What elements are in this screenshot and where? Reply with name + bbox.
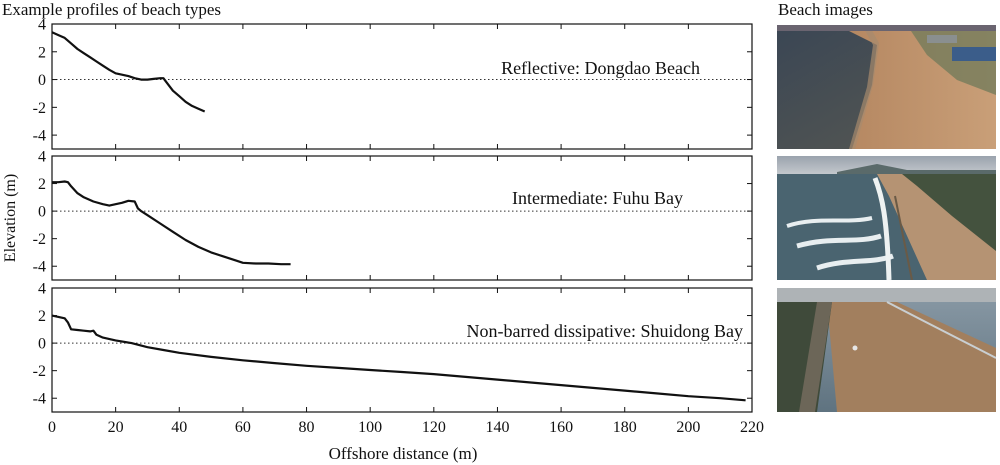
y-tick-label: -4 bbox=[33, 128, 46, 145]
y-tick-label: 2 bbox=[38, 308, 46, 325]
x-tick-label: 100 bbox=[358, 419, 382, 436]
x-tick-label: 200 bbox=[676, 419, 700, 436]
y-tick-label: 4 bbox=[38, 281, 46, 298]
x-tick-label: 180 bbox=[613, 419, 637, 436]
x-tick-label: 40 bbox=[171, 419, 187, 436]
x-tick-label: 120 bbox=[422, 419, 446, 436]
panel-frame bbox=[51, 155, 753, 281]
y-tick-label: -2 bbox=[33, 363, 46, 380]
profile-chart: Elevation (m) Offshore distance (m) -4 -2… bbox=[2, 17, 764, 464]
x-tick-label: 60 bbox=[235, 419, 251, 436]
panel-label: Non-barred dissipative: Shuidong Bay bbox=[467, 321, 743, 341]
y-tick-label: -2 bbox=[33, 100, 46, 117]
shuidong-bay-photo bbox=[777, 288, 996, 412]
y-axis-label: Elevation (m) bbox=[2, 174, 19, 262]
panel-label: Reflective: Dongdao Beach bbox=[501, 58, 700, 78]
y-tick-label: -2 bbox=[33, 231, 46, 248]
y-tick-label: 0 bbox=[38, 336, 46, 353]
panel-frame bbox=[51, 287, 753, 413]
profile-line bbox=[52, 180, 291, 266]
fuhu-bay-photo bbox=[777, 156, 996, 280]
y-tick-label: 2 bbox=[38, 44, 46, 61]
x-tick-label: 140 bbox=[485, 419, 509, 436]
y-tick-label: -4 bbox=[33, 391, 46, 408]
y-tick-label: 0 bbox=[38, 204, 46, 221]
x-tick-label: 0 bbox=[48, 419, 56, 436]
y-tick-label: 2 bbox=[38, 176, 46, 193]
x-axis-label: Offshore distance (m) bbox=[329, 444, 478, 463]
y-tick-label: 0 bbox=[38, 72, 46, 89]
profiles-heading: Example profiles of beach types bbox=[2, 0, 222, 19]
y-tick-label: 4 bbox=[38, 17, 46, 34]
photos-heading: Beach images bbox=[778, 0, 873, 19]
y-tick-label: -4 bbox=[33, 259, 46, 276]
y-tick-label: 4 bbox=[38, 149, 46, 166]
x-tick-label: 220 bbox=[740, 419, 764, 436]
profile-line bbox=[51, 314, 746, 402]
panel-label: Intermediate: Fuhu Bay bbox=[512, 188, 683, 208]
profile-line bbox=[51, 31, 206, 113]
panel-frame bbox=[51, 23, 753, 150]
dongdao-beach-photo bbox=[777, 25, 996, 149]
x-tick-label: 160 bbox=[549, 419, 573, 436]
x-tick-label: 80 bbox=[299, 419, 315, 436]
x-tick-label: 20 bbox=[108, 419, 124, 436]
